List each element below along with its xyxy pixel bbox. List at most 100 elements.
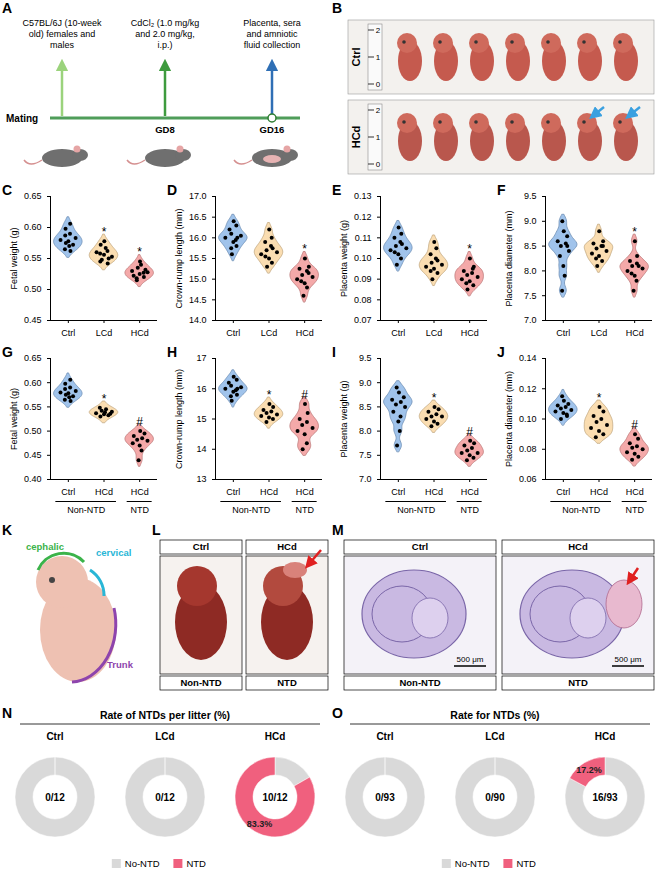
svg-text:NTD: NTD [460,505,479,515]
svg-text:Non-NTD: Non-NTD [562,505,601,515]
svg-text:7.0: 7.0 [359,474,372,484]
svg-text:17.0: 17.0 [189,191,207,201]
svg-text:14: 14 [196,444,206,454]
svg-text:500 μm: 500 μm [615,655,642,664]
svg-text:0.10: 0.10 [519,414,537,424]
svg-text:LCd: LCd [261,328,278,338]
svg-text:Placenta diameter (mm): Placenta diameter (mm) [504,371,514,467]
svg-text:Ctrl: Ctrl [61,487,75,497]
svg-text:0.45: 0.45 [24,450,42,460]
svg-text:HCd: HCd [590,487,608,497]
svg-text:*: * [267,388,272,402]
svg-text:*: * [597,391,602,405]
svg-text:16.5: 16.5 [189,212,207,222]
svg-text:NTD: NTD [295,505,314,515]
svg-text:cephalic: cephalic [26,541,64,552]
svg-text:Fetal weight (g): Fetal weight (g) [9,227,19,289]
svg-text:0.12: 0.12 [519,384,537,394]
svg-text:0.12: 0.12 [354,212,372,222]
svg-text:0.60: 0.60 [24,378,42,388]
svg-text:*: * [102,225,107,239]
svg-text:0.45: 0.45 [24,315,42,325]
svg-text:HCd: HCd [595,731,616,742]
svg-text:Ctrl: Ctrl [391,328,405,338]
svg-text:NTD: NTD [277,677,297,688]
svg-text:0.08: 0.08 [519,444,537,454]
svg-text:13: 13 [196,474,206,484]
svg-text:Non-NTD: Non-NTD [180,677,221,688]
svg-text:i.p.): i.p.) [157,40,172,50]
svg-text:0/90: 0/90 [485,792,505,803]
svg-text:CdCl₂ (1.0 mg/kg: CdCl₂ (1.0 mg/kg [131,18,200,28]
svg-text:0.65: 0.65 [24,353,42,363]
svg-text:17.2%: 17.2% [576,765,602,775]
svg-text:0/93: 0/93 [375,792,395,803]
svg-text:LCd: LCd [426,328,443,338]
svg-text:0.06: 0.06 [519,474,537,484]
svg-text:*: * [137,245,142,259]
svg-text:Ctrl: Ctrl [46,731,63,742]
svg-text:*: * [432,391,437,405]
svg-text:0.50: 0.50 [24,426,42,436]
svg-text:Ctrl: Ctrl [556,328,570,338]
svg-text:15: 15 [196,414,206,424]
svg-text:Rate for NTDs (%): Rate for NTDs (%) [450,709,539,721]
svg-text:HCd: HCd [626,328,644,338]
svg-text:9.5: 9.5 [359,353,372,363]
svg-text:NTD: NTD [516,858,536,869]
svg-text:HCd: HCd [626,487,644,497]
svg-text:NTD: NTD [568,677,588,688]
svg-text:7.5: 7.5 [524,291,537,301]
svg-text:males: males [50,40,75,50]
svg-text:Placenta diameter (mm): Placenta diameter (mm) [504,210,514,306]
svg-text:1: 1 [376,53,381,62]
svg-text:Fetal weight (g): Fetal weight (g) [9,388,19,450]
svg-text:7.0: 7.0 [524,315,537,325]
svg-text:*: * [632,225,637,239]
svg-text:fluid collection: fluid collection [244,40,301,50]
svg-text:15.0: 15.0 [189,274,207,284]
svg-text:9.0: 9.0 [524,216,537,226]
svg-text:0: 0 [376,80,381,89]
svg-text:HCd: HCd [350,126,362,149]
svg-text:No-NTD: No-NTD [125,858,160,869]
svg-text:*: * [467,242,472,256]
svg-text:0.55: 0.55 [24,253,42,263]
svg-text:Placenta, sera: Placenta, sera [243,18,301,28]
svg-text:HCd: HCd [265,731,286,742]
svg-text:Ctrl: Ctrl [226,328,240,338]
svg-text:0.13: 0.13 [354,191,372,201]
svg-text:Mating: Mating [6,113,38,124]
svg-text:old) females and: old) females and [29,29,96,39]
svg-text:0.40: 0.40 [24,474,42,484]
svg-text:0.07: 0.07 [354,315,372,325]
svg-text:0.60: 0.60 [24,222,42,232]
svg-text:NTD: NTD [186,858,206,869]
svg-text:GD8: GD8 [155,124,175,135]
svg-text:#: # [136,415,143,429]
svg-text:HCd: HCd [131,328,149,338]
svg-text:Ctrl: Ctrl [61,328,75,338]
svg-text:Trunk: Trunk [107,659,134,670]
svg-text:83.3%: 83.3% [247,819,273,829]
svg-text:Non-NTD: Non-NTD [232,505,271,515]
svg-text:Non-NTD: Non-NTD [399,677,440,688]
svg-text:0.55: 0.55 [24,402,42,412]
svg-text:Ctrl: Ctrl [226,487,240,497]
svg-text:cervical: cervical [96,547,131,558]
svg-text:NTD: NTD [625,505,644,515]
svg-text:*: * [302,242,307,256]
svg-text:HCd: HCd [568,541,588,552]
svg-text:Ctrl: Ctrl [376,731,393,742]
svg-text:NTD: NTD [130,505,149,515]
svg-text:0.65: 0.65 [24,191,42,201]
svg-text:0.11: 0.11 [355,233,372,243]
svg-text:2: 2 [376,26,381,35]
svg-text:Non-NTD: Non-NTD [397,505,436,515]
svg-text:#: # [631,418,638,432]
svg-text:Crown-rump length (mm): Crown-rump length (mm) [174,369,184,469]
svg-text:HCd: HCd [461,487,479,497]
svg-text:0.50: 0.50 [24,284,42,294]
svg-text:No-NTD: No-NTD [455,858,490,869]
svg-text:LCd: LCd [155,731,174,742]
